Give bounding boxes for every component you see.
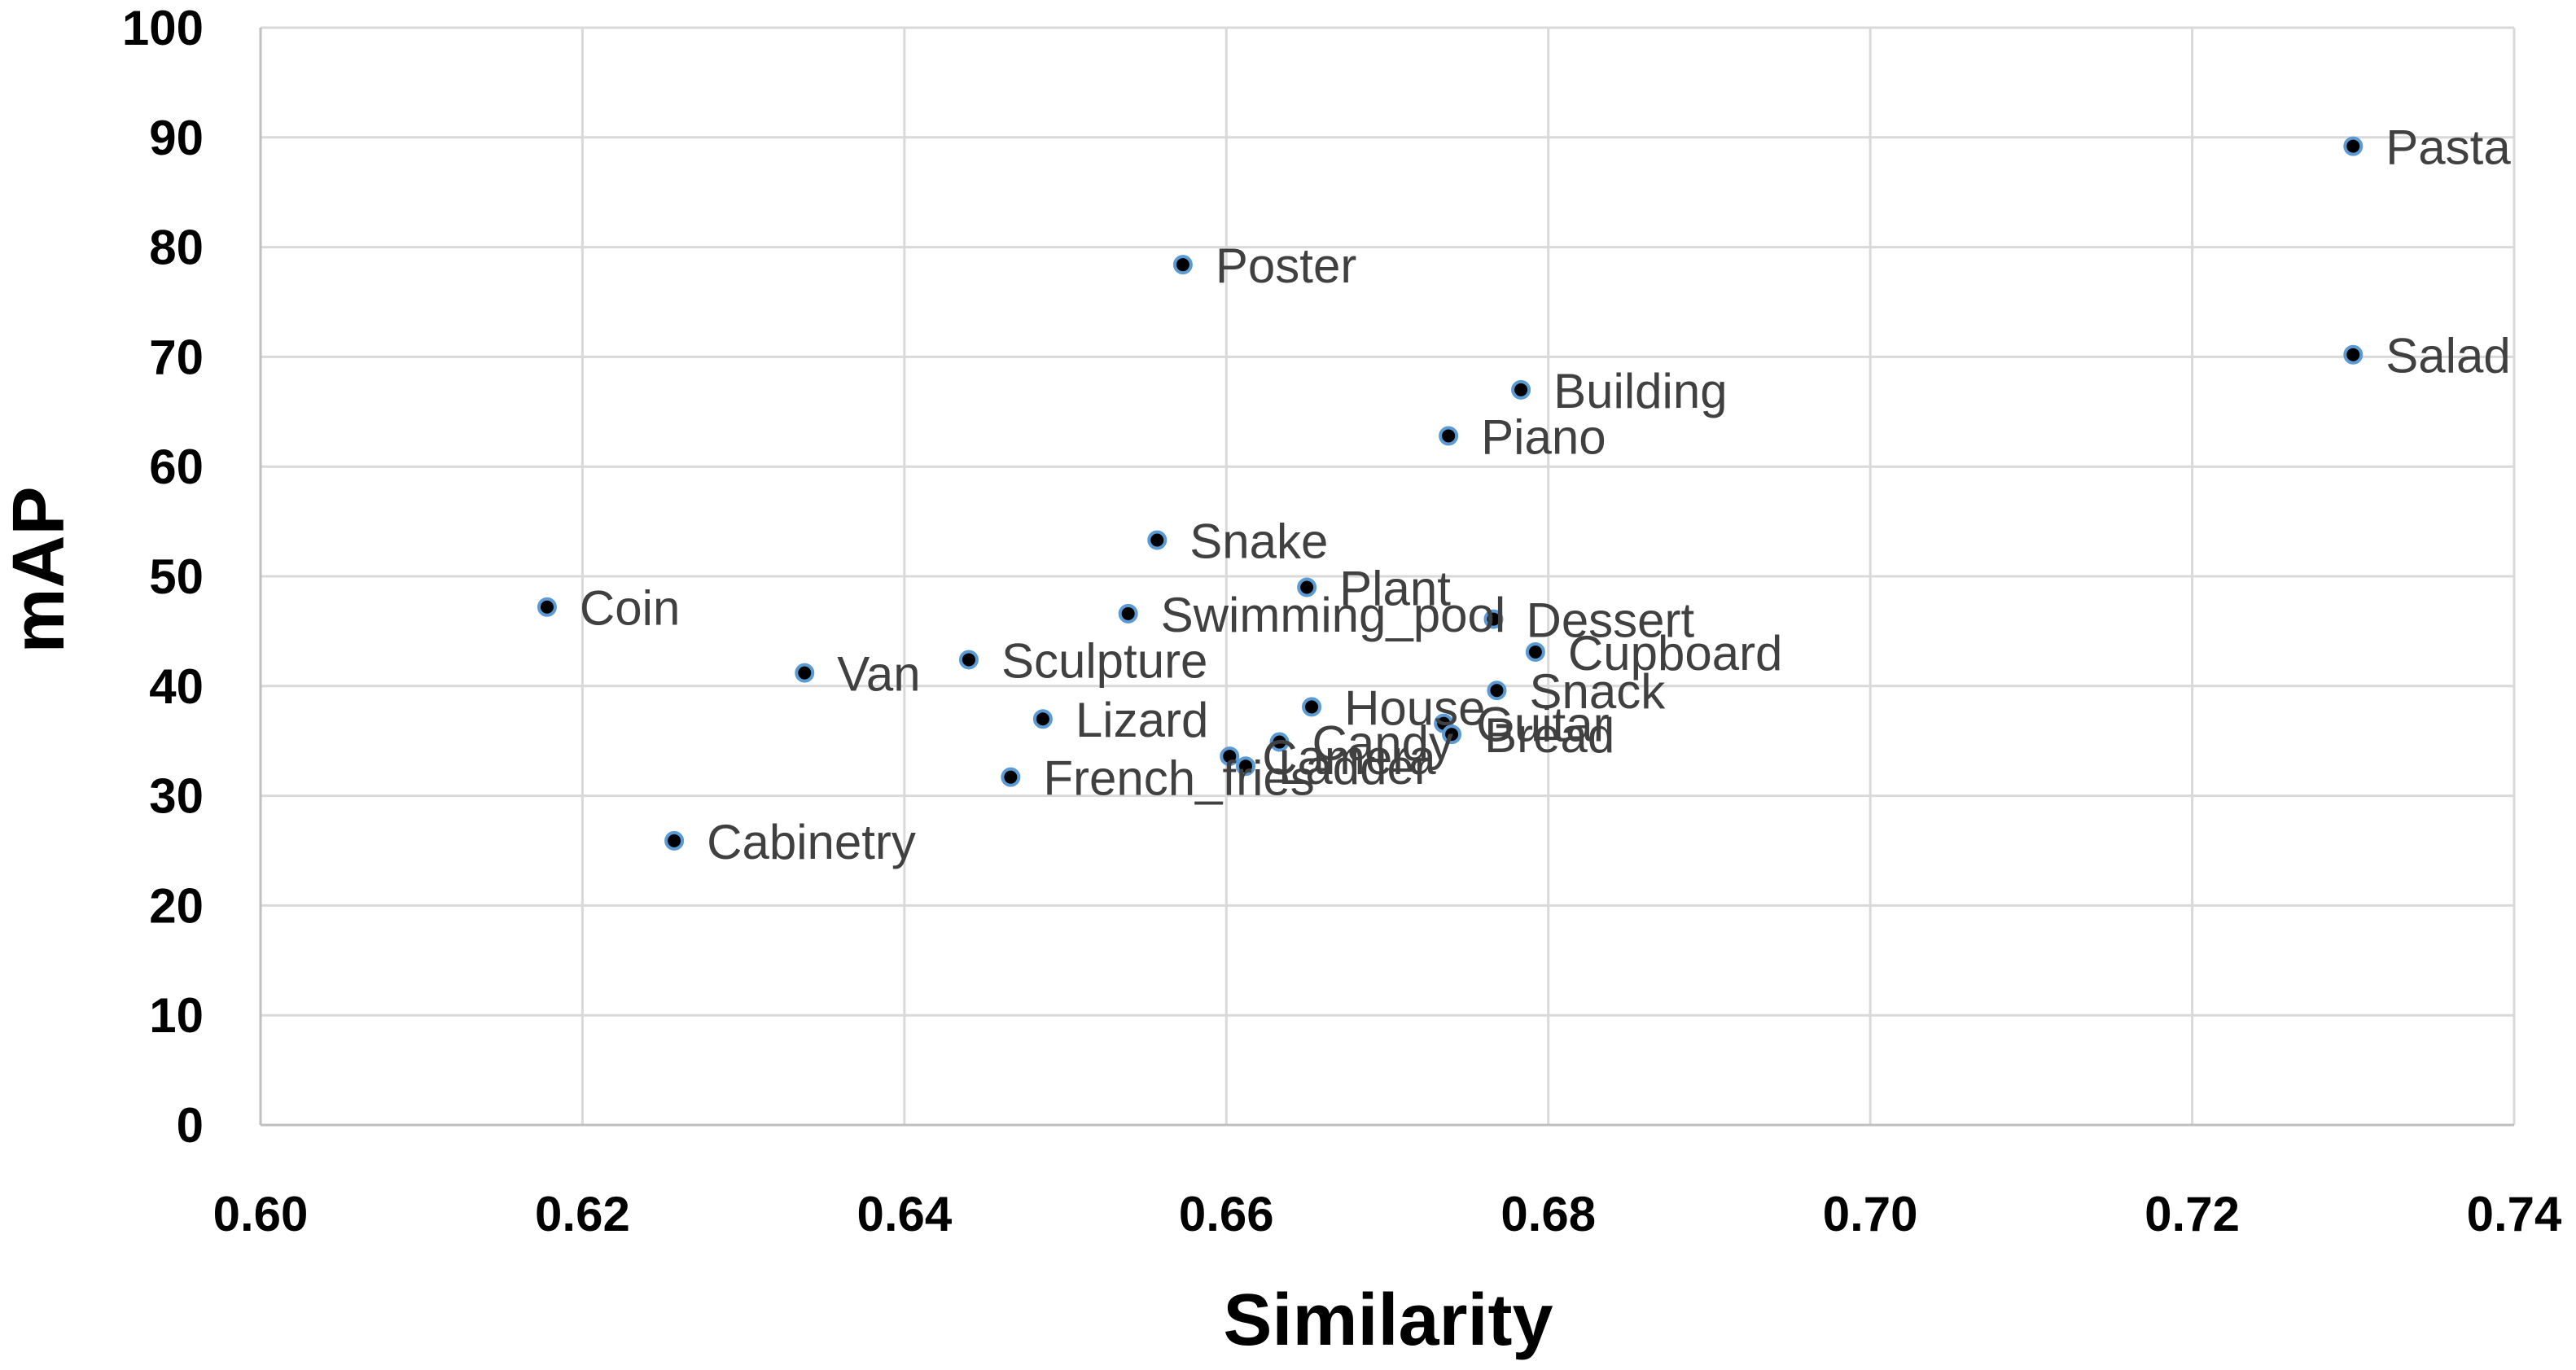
data-point [1032,709,1053,729]
y-tick-label: 90 [149,111,204,165]
data-point [1147,530,1168,550]
data-point [1442,724,1462,745]
data-point [1118,603,1138,624]
data-point [1297,577,1317,597]
data-point [1269,732,1290,752]
grid-layer [261,26,2516,1125]
data-point [1511,379,1531,400]
x-axis-title: Similarity [1223,1280,1553,1361]
y-tick-label: 50 [149,549,204,604]
data-label: Cabinetry [707,815,916,869]
data-point [1525,642,1545,663]
x-tick-label: 0.70 [1823,1187,1918,1241]
x-tick-label: 0.66 [1179,1187,1274,1241]
y-tick-label: 0 [177,1098,204,1153]
data-label: French_fries [1043,751,1314,806]
y-tick-label: 30 [149,769,204,824]
data-point [1236,756,1256,777]
y-tick-label: 100 [122,1,204,55]
y-tick-label: 40 [149,659,204,714]
x-tick-label: 0.72 [2144,1187,2240,1241]
label-layer: PastaSaladPosterBuildingPianoSnakePlantS… [580,120,2511,869]
data-label: Coin [580,581,680,636]
data-label: Candy [1312,716,1453,771]
data-point [1487,681,1507,701]
x-tick-label: 0.74 [2467,1187,2562,1241]
data-label: Guitar [1476,698,1609,752]
y-tick-label: 20 [149,878,204,933]
data-point [664,830,685,851]
data-point [1439,426,1459,446]
data-label: Pasta [2385,120,2511,175]
data-label: Swimming_pool [1161,588,1506,642]
point-layer [537,136,2364,851]
data-point [1001,767,1021,787]
y-tick-label: 80 [149,221,204,275]
x-tick-label: 0.62 [535,1187,630,1241]
data-label: Dessert [1526,593,1694,648]
data-label: Snack [1529,664,1666,719]
data-label: Building [1553,364,1728,418]
data-point [2343,344,2364,365]
data-point [1172,255,1193,275]
data-point [1483,609,1504,629]
y-tick-label: 60 [149,440,204,494]
data-label: Lizard [1076,693,1208,747]
data-label: Van [837,647,920,702]
axis-layer [259,28,2514,1127]
data-point [537,597,557,617]
data-label: Poster [1216,239,1356,293]
data-label: Salad [2385,329,2510,383]
y-axis-title: mAP [0,486,80,653]
data-point [1220,746,1240,767]
tick-layer: 0 10 20 30 40 50 60 70 80 90 100 0.60 0.62 0.64 0.66 0.… [122,1,2562,1241]
data-label: Plant [1339,561,1451,615]
data-label: Sculpture [1001,633,1207,688]
data-label: Piano [1481,409,1606,464]
y-tick-label: 70 [149,330,204,384]
data-label: Ladder [1278,740,1430,794]
data-label: House [1344,681,1485,735]
data-point [1302,697,1322,717]
data-label: Camera [1262,730,1436,785]
data-point [795,663,815,683]
x-tick-label: 0.60 [213,1187,309,1241]
data-label: Cupboard [1568,626,1783,681]
data-label: Bread [1484,708,1614,763]
data-point [2343,136,2364,156]
data-point [958,650,979,670]
x-tick-label: 0.68 [1500,1187,1596,1241]
data-label: Snake [1189,514,1328,569]
y-tick-label: 10 [149,988,204,1043]
x-tick-label: 0.64 [856,1187,952,1241]
